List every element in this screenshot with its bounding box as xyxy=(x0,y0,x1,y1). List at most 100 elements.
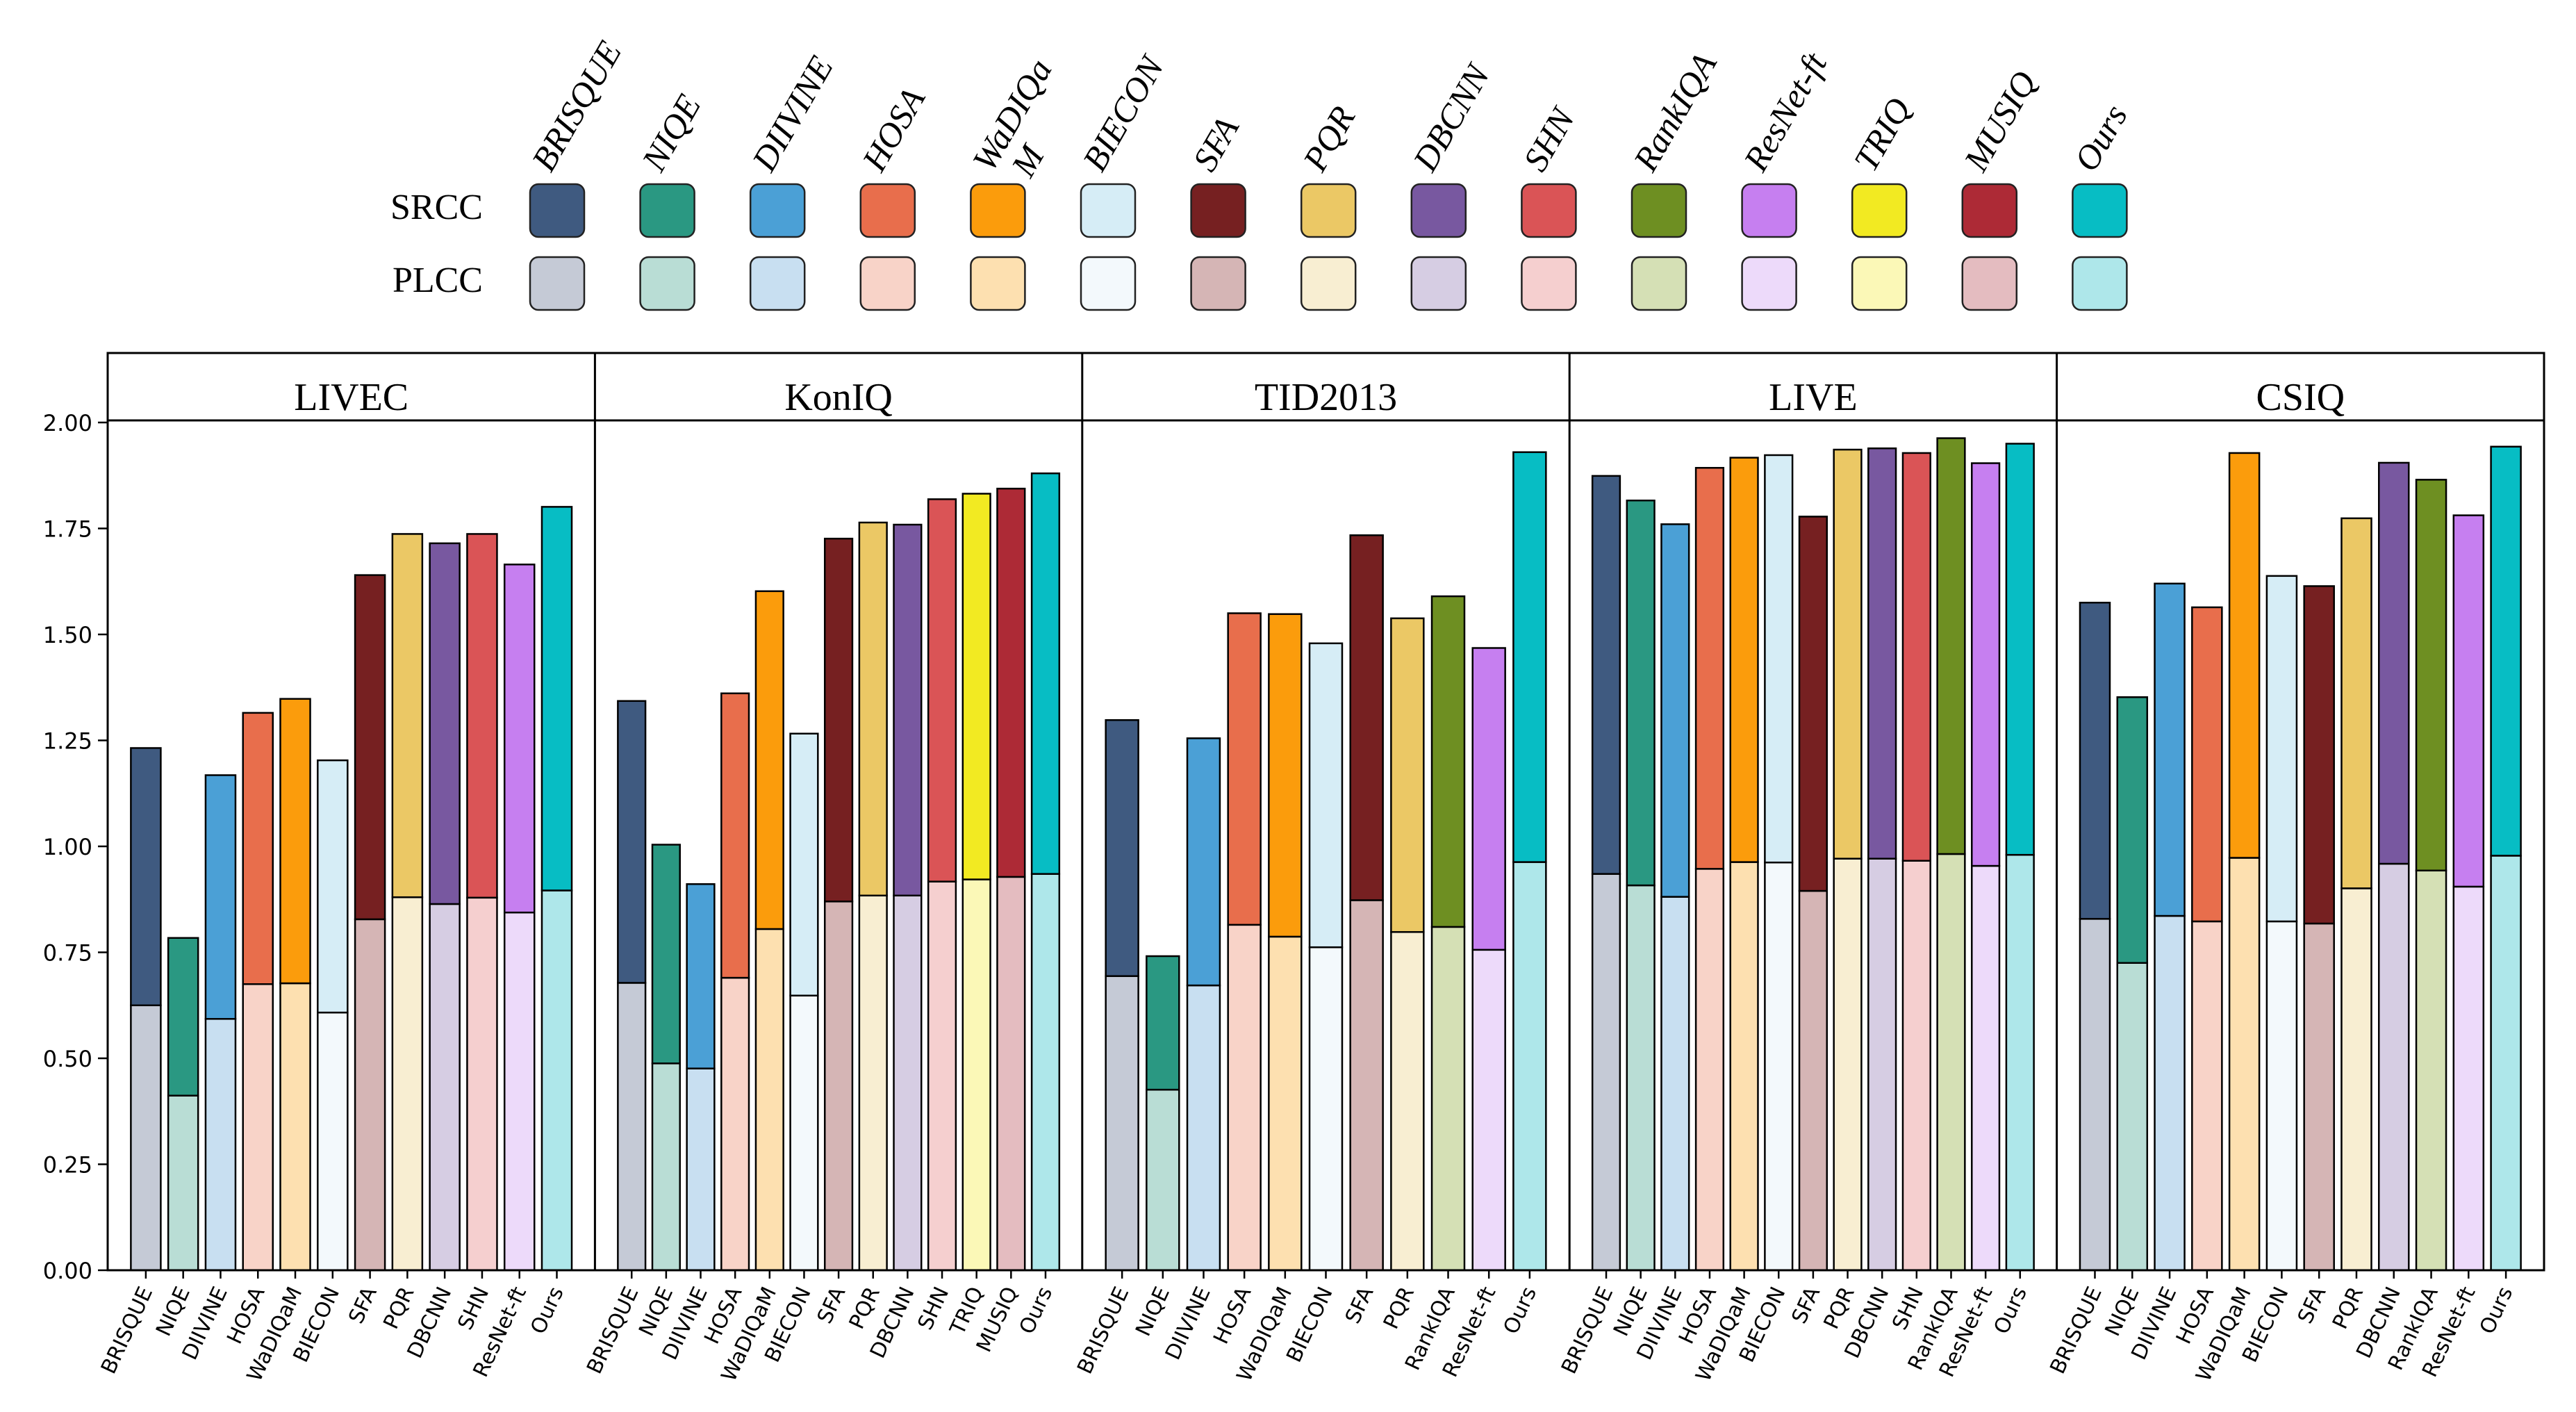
bar-plcc-tid2013-resnet-ft xyxy=(1471,949,1506,1272)
bar-plcc-koniq-musiq xyxy=(996,876,1026,1272)
x-tick-label-livec-ours: Ours xyxy=(526,1283,569,1338)
legend-swatch-plcc-sfa xyxy=(1190,256,1246,311)
bar-srcc-livec-pqr xyxy=(391,533,424,898)
bar-srcc-koniq-musiq xyxy=(996,487,1026,878)
bar-plcc-csiq-hosa xyxy=(2191,920,2223,1272)
legend-label-sfa: SFA xyxy=(1185,110,1247,177)
bar-srcc-live-sfa xyxy=(1798,516,1828,892)
legend-swatch-plcc-pqr xyxy=(1300,256,1357,311)
bar-plcc-livec-pqr xyxy=(391,896,424,1272)
bar-plcc-tid2013-pqr xyxy=(1390,930,1425,1272)
y-axis: 0.00 0.25 0.50 0.75 1.00 1.25 1.50 1.75 2.00 xyxy=(43,410,108,1284)
x-tick-label-livec-brisque: BRISQUE xyxy=(97,1283,158,1378)
legend-swatch-srcc-dbcnn xyxy=(1410,183,1467,238)
legend-row-label-srcc: SRCC xyxy=(390,188,483,227)
legend-swatch-srcc-shn xyxy=(1521,183,1577,238)
x-tick-label-tid2013-ours: Ours xyxy=(1499,1283,1542,1338)
legend-swatch-srcc-pqr xyxy=(1300,183,1357,238)
legend-label-musiq: MUSIQ xyxy=(1956,65,2044,179)
legend-row-label-plcc: PLCC xyxy=(393,261,483,300)
y-tick-label: 1.25 xyxy=(43,728,92,755)
bar-srcc-live-shn xyxy=(1901,452,1931,862)
legend-label-triq: TRIQ xyxy=(1846,91,1918,177)
legend-swatch-srcc-hosa xyxy=(859,183,916,238)
bar-srcc-koniq-wadiqam xyxy=(754,590,784,930)
bar-plcc-koniq-pqr xyxy=(858,894,888,1272)
bar-plcc-live-dbcnn xyxy=(1867,857,1897,1272)
bar-plcc-tid2013-sfa xyxy=(1349,899,1384,1272)
bar-srcc-koniq-brisque xyxy=(617,700,647,984)
bar-srcc-livec-dbcnn xyxy=(429,542,461,905)
panel-title-live: LIVE xyxy=(1769,376,1858,419)
bar-srcc-koniq-pqr xyxy=(858,521,888,897)
legend-swatch-plcc-ours xyxy=(2072,256,2128,311)
x-tick-label-tid2013-sfa: SFA xyxy=(1341,1283,1379,1327)
legend-swatch-plcc-wadiqam xyxy=(970,256,1026,311)
bar-srcc-koniq-hosa xyxy=(720,692,750,979)
x-tick-label-tid2013-brisque: BRISQUE xyxy=(1073,1283,1134,1378)
bar-srcc-tid2013-pqr xyxy=(1390,617,1425,933)
bar-plcc-koniq-sfa xyxy=(823,901,854,1272)
legend-swatch-plcc-resnet-ft xyxy=(1741,256,1797,311)
bar-plcc-live-hosa xyxy=(1694,868,1725,1272)
bar-srcc-csiq-sfa xyxy=(2303,585,2335,925)
x-tick-label-csiq-sfa: SFA xyxy=(2293,1283,2331,1327)
x-tick-label-csiq-brisque: BRISQUE xyxy=(2045,1283,2106,1378)
bar-plcc-live-brisque xyxy=(1591,873,1621,1272)
bar-srcc-csiq-brisque xyxy=(2079,602,2111,920)
legend-label-hosa: HOSA xyxy=(854,81,932,178)
legend-swatch-plcc-biecon xyxy=(1080,256,1137,311)
legend-label-diivine: DIIVINE xyxy=(744,49,841,178)
bar-srcc-livec-resnet-ft xyxy=(503,564,536,914)
bar-plcc-live-niqe xyxy=(1626,884,1656,1272)
bar-plcc-tid2013-wadiqam xyxy=(1268,935,1303,1272)
bar-srcc-livec-wadiqam xyxy=(279,698,311,985)
y-tick-label: 0.00 xyxy=(43,1258,92,1284)
bar-plcc-csiq-pqr xyxy=(2340,887,2372,1272)
x-tick-label-koniq-ours: Ours xyxy=(1015,1283,1058,1338)
x-tick-label-livec-shn: SHN xyxy=(453,1283,494,1334)
bar-srcc-tid2013-diivine xyxy=(1186,737,1221,987)
legend-swatch-srcc-ours xyxy=(2072,183,2128,238)
legend-swatch-srcc-diivine xyxy=(749,183,806,238)
bar-srcc-live-rankiqa xyxy=(1936,437,1966,855)
bar-srcc-csiq-biecon xyxy=(2265,575,2298,923)
bar-srcc-tid2013-brisque xyxy=(1105,719,1139,977)
plot-frame xyxy=(106,352,2545,1272)
bar-srcc-livec-sfa xyxy=(354,574,386,921)
bar-srcc-csiq-pqr xyxy=(2340,517,2372,889)
bar-plcc-koniq-shn xyxy=(927,880,957,1272)
bar-srcc-tid2013-wadiqam xyxy=(1268,613,1303,938)
bar-srcc-koniq-diivine xyxy=(686,883,716,1069)
bar-srcc-koniq-sfa xyxy=(823,537,854,903)
bar-plcc-tid2013-rankiqa xyxy=(1430,926,1466,1272)
bar-plcc-koniq-diivine xyxy=(686,1067,716,1272)
panel-title-livec: LIVEC xyxy=(294,376,408,419)
bar-plcc-csiq-sfa xyxy=(2303,922,2335,1272)
legend-swatch-srcc-niqe xyxy=(639,183,695,238)
legend-label-dbcnn: DBCNN xyxy=(1405,56,1498,179)
bar-srcc-koniq-niqe xyxy=(651,844,681,1065)
bar-srcc-live-brisque xyxy=(1591,475,1621,875)
x-tick-label-csiq-pqr: PQR xyxy=(2328,1283,2368,1333)
bar-plcc-csiq-niqe xyxy=(2116,962,2149,1272)
bar-srcc-tid2013-niqe xyxy=(1146,955,1180,1091)
bar-plcc-live-sfa xyxy=(1798,889,1828,1272)
bar-plcc-tid2013-biecon xyxy=(1308,946,1344,1272)
bar-srcc-live-wadiqam xyxy=(1729,457,1759,863)
panel-koniq: KonIQBRISQUENIQEDIIVINEHOSAWaDIQaMBIECON… xyxy=(582,353,1061,1386)
x-tick-label-csiq-ours: Ours xyxy=(2475,1283,2518,1338)
legend-label-ours: Ours xyxy=(2066,98,2135,178)
y-tick-label: 1.50 xyxy=(43,622,92,648)
bar-srcc-live-diivine xyxy=(1660,523,1690,898)
legend-swatch-plcc-dbcnn xyxy=(1410,256,1467,311)
bar-plcc-live-wadiqam xyxy=(1729,861,1759,1272)
bar-srcc-live-dbcnn xyxy=(1867,447,1897,860)
x-tick-label-tid2013-pqr: PQR xyxy=(1379,1283,1419,1333)
panel-livec: LIVECBRISQUENIQEDIIVINEHOSAWaDIQaMBIECON… xyxy=(97,376,573,1386)
legend-swatch-plcc-triq xyxy=(1851,256,1908,311)
legend-label-pqr: PQR xyxy=(1295,99,1363,178)
panel-title-tid2013: TID2013 xyxy=(1255,376,1397,419)
